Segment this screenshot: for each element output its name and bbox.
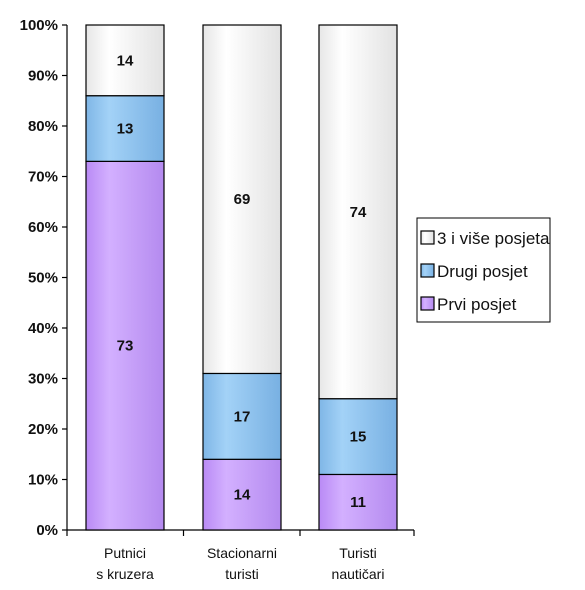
bar-segment bbox=[85, 95, 165, 162]
legend-label: 3 i više posjeta bbox=[437, 229, 550, 248]
category-label: s kruzera bbox=[96, 566, 154, 582]
category-label: turisti bbox=[225, 566, 258, 582]
data-label: 69 bbox=[234, 191, 251, 208]
y-tick-label: 50% bbox=[28, 270, 58, 287]
y-tick-label: 40% bbox=[28, 320, 58, 337]
data-label: 11 bbox=[350, 494, 366, 511]
y-tick-label: 60% bbox=[28, 219, 58, 236]
category-label: Stacionarni bbox=[207, 545, 277, 561]
data-label: 13 bbox=[117, 121, 134, 138]
legend-label: Drugi posjet bbox=[437, 262, 528, 281]
y-tick-label: 30% bbox=[28, 371, 58, 388]
bar-segment bbox=[85, 160, 165, 531]
bar-segment bbox=[318, 473, 398, 531]
y-tick-label: 70% bbox=[28, 169, 58, 186]
category-label: Putnici bbox=[104, 545, 146, 561]
y-tick-label: 0% bbox=[36, 522, 58, 539]
legend-label: Prvi posjet bbox=[437, 295, 517, 314]
bar-segment bbox=[85, 24, 165, 97]
legend-swatch bbox=[420, 263, 435, 278]
y-tick-label: 10% bbox=[28, 472, 58, 489]
legend-box bbox=[416, 217, 551, 323]
axes: 0% 10% 20% 30% 40% 50% 60% 70% 80% 90% 100% bbox=[20, 17, 415, 539]
y-tick-label: 90% bbox=[28, 68, 58, 85]
category-label: Turisti bbox=[339, 545, 377, 561]
data-label: 14 bbox=[234, 487, 251, 504]
x-axis-labels: Putnici s kruzera Stacionarni turisti Turist… bbox=[96, 545, 384, 582]
bar-segment bbox=[318, 24, 398, 400]
bar-segment bbox=[202, 458, 282, 531]
bars: 73 13 14 14 17 69 11 15 74 bbox=[85, 24, 398, 531]
data-label: 74 bbox=[350, 204, 367, 221]
legend: 3 i više posjeta Drugi posjet Prvi posjet bbox=[416, 217, 551, 323]
data-label: 14 bbox=[117, 52, 134, 69]
legend-swatch bbox=[420, 230, 435, 245]
y-tick-label: 20% bbox=[28, 421, 58, 438]
bar-segment bbox=[202, 372, 282, 460]
bar-segment bbox=[318, 398, 398, 476]
data-label: 73 bbox=[117, 338, 134, 355]
category-label: nautičari bbox=[332, 566, 385, 582]
legend-swatch bbox=[420, 296, 435, 311]
data-label: 17 bbox=[234, 408, 251, 425]
bar-segment bbox=[202, 24, 282, 375]
data-label: 15 bbox=[350, 429, 367, 446]
y-tick-label: 100% bbox=[20, 17, 58, 34]
y-tick-label: 80% bbox=[28, 118, 58, 135]
